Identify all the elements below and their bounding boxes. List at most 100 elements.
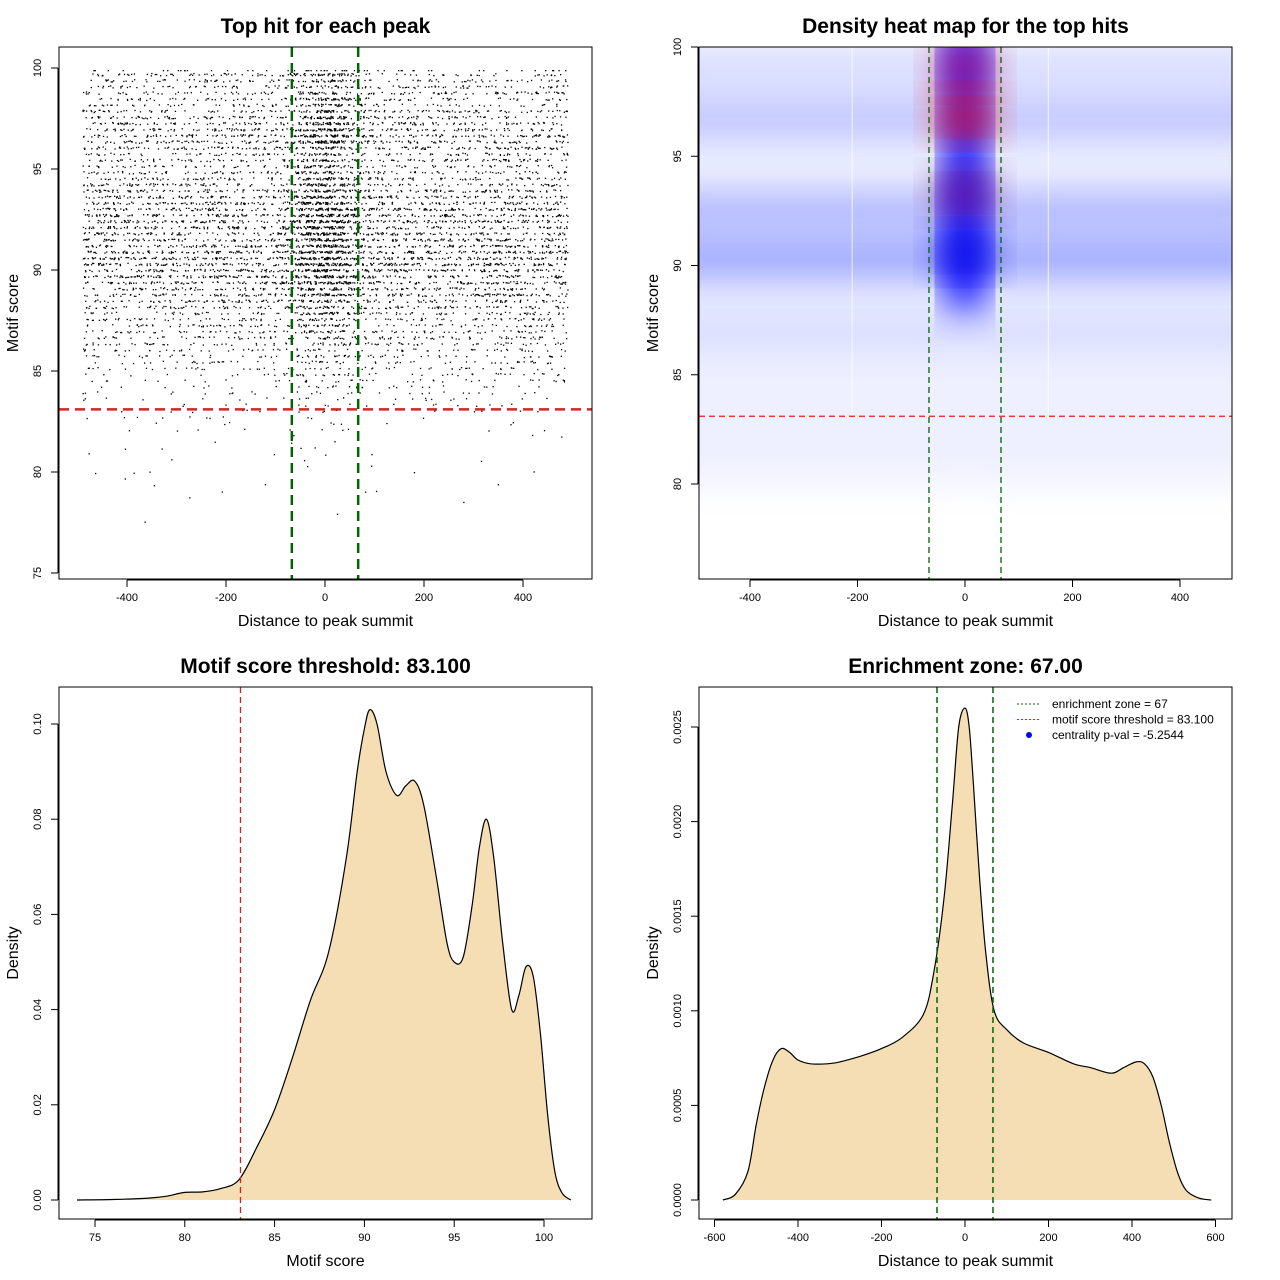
data-point [329, 344, 331, 346]
data-point [152, 183, 155, 185]
data-point [87, 140, 89, 143]
data-point [440, 215, 442, 218]
data-point [341, 74, 343, 77]
data-point [390, 128, 392, 130]
data-point [170, 128, 172, 131]
data-point [468, 148, 470, 150]
data-point [254, 393, 256, 395]
data-point [438, 146, 440, 148]
data-point [187, 282, 190, 285]
data-point [222, 172, 224, 174]
data-point [373, 300, 376, 302]
data-point [366, 405, 368, 407]
data-point [522, 178, 524, 180]
data-point [534, 338, 536, 340]
data-point [385, 214, 387, 217]
data-point [369, 282, 371, 284]
data-point [131, 73, 133, 76]
data-point [502, 92, 504, 94]
data-point [91, 148, 93, 150]
data-point [552, 117, 554, 119]
data-point [309, 288, 311, 290]
data-point [259, 239, 261, 241]
data-point [241, 252, 243, 254]
data-point [354, 276, 357, 278]
data-point [382, 233, 384, 235]
data-point [459, 257, 461, 259]
data-point [314, 251, 316, 254]
data-point [207, 214, 209, 216]
data-point [308, 99, 311, 101]
data-point [507, 123, 510, 125]
data-point [324, 110, 327, 112]
data-point [483, 105, 485, 107]
data-point [527, 160, 529, 162]
data-point [138, 239, 140, 241]
data-point [147, 222, 149, 224]
data-point [127, 190, 129, 192]
data-point [321, 142, 323, 144]
data-point [312, 263, 314, 265]
data-point [378, 201, 381, 203]
data-point [205, 311, 208, 314]
data-point [257, 136, 259, 138]
data-point [237, 228, 239, 230]
data-point [180, 350, 182, 352]
data-point [309, 319, 311, 321]
data-point [336, 222, 338, 224]
data-point [376, 136, 378, 138]
data-point [504, 356, 506, 358]
data-point [422, 110, 425, 112]
data-point [153, 301, 155, 303]
data-point [445, 299, 447, 302]
data-point [309, 350, 311, 352]
data-point [171, 159, 173, 161]
data-point [489, 177, 491, 180]
data-point [338, 165, 340, 167]
data-point [193, 104, 195, 106]
x-axis: -400 -200 0 200 400 [116, 579, 532, 604]
data-point [466, 215, 468, 218]
data-point [222, 416, 224, 418]
data-point [295, 172, 298, 175]
data-point [326, 196, 328, 198]
data-point [145, 91, 147, 93]
data-point [371, 207, 373, 210]
data-point [213, 74, 215, 76]
data-point [309, 244, 311, 246]
data-point [527, 250, 529, 252]
data-point [271, 179, 273, 181]
data-point [510, 215, 512, 217]
data-point [431, 258, 433, 261]
data-point [405, 208, 407, 210]
data-point [239, 123, 241, 125]
data-point [262, 159, 264, 161]
data-point [362, 256, 364, 259]
data-point [315, 160, 317, 162]
data-point [420, 124, 422, 126]
data-point [333, 220, 335, 223]
data-point [332, 374, 334, 376]
data-point [479, 116, 482, 118]
data-point [323, 325, 325, 327]
data-point [407, 148, 409, 150]
data-point [227, 226, 229, 228]
data-point [334, 208, 337, 210]
data-point [307, 98, 309, 100]
data-point [336, 361, 338, 363]
data-point [336, 269, 338, 271]
data-point [327, 233, 329, 235]
data-point [203, 183, 205, 185]
data-point [349, 265, 351, 267]
data-point [265, 142, 267, 144]
data-point [211, 110, 214, 112]
data-point [302, 93, 304, 95]
data-point [458, 148, 460, 150]
data-point [184, 166, 187, 168]
data-point [506, 362, 509, 364]
data-point [214, 183, 216, 185]
data-point [521, 221, 523, 223]
data-point [299, 91, 302, 93]
data-point [407, 305, 409, 307]
data-point [556, 105, 558, 107]
